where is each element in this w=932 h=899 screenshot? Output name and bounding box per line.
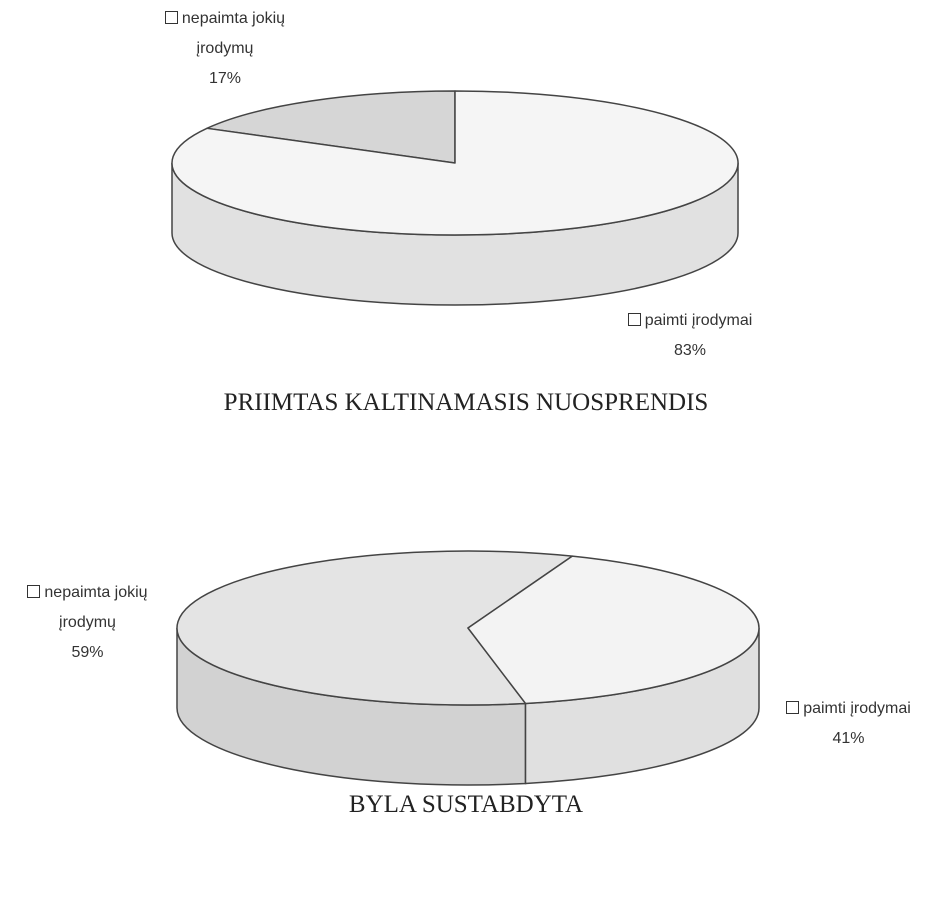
chart-title: PRIIMTAS KALTINAMASIS NUOSPRENDIS (224, 389, 709, 416)
legend-swatch (627, 313, 641, 326)
value-label: 41% (832, 730, 865, 747)
legend-swatch (27, 585, 41, 598)
legend-entry: paimti įrodymai (765, 694, 932, 724)
chart-title: BYLA SUSTABDYTA (349, 791, 583, 818)
legend-swatch (164, 11, 178, 24)
value-label: 83% (673, 342, 707, 359)
category-label: nepaimta jokių įrodymų (181, 10, 286, 57)
legend-swatch (786, 701, 800, 714)
category-label: paimti įrodymai (803, 700, 911, 717)
slice-label: paimti įrodymai 83% (595, 306, 785, 366)
slice-label: paimti įrodymai 41% (765, 694, 932, 754)
legend-entry: nepaimta jokių įrodymų (5, 578, 170, 638)
pie-slice (171, 90, 739, 236)
slice-label: nepaimta jokių įrodymų 59% (5, 578, 170, 668)
category-label: paimti įrodymai (644, 312, 753, 329)
slice-label: nepaimta jokių įrodymų 17% (145, 4, 305, 94)
value-label: 59% (71, 644, 104, 661)
value-label: 17% (208, 70, 242, 87)
pie-slice (176, 550, 574, 706)
pie-slice (206, 90, 456, 164)
category-label: nepaimta jokių įrodymų (44, 584, 148, 631)
legend-entry: nepaimta jokių įrodymų (145, 4, 305, 64)
legend-entry: paimti įrodymai (595, 306, 785, 336)
pie-slice (467, 555, 760, 705)
